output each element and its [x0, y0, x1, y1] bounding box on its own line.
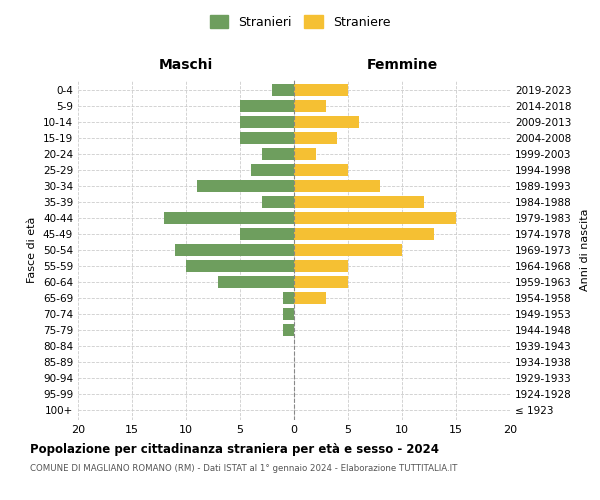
Bar [294, 180, 380, 192]
Bar [240, 132, 294, 143]
Bar [283, 324, 294, 336]
Bar [283, 292, 294, 304]
Bar [175, 244, 294, 256]
Bar [294, 84, 348, 96]
Bar [240, 100, 294, 112]
Bar [218, 276, 294, 288]
Bar [251, 164, 294, 176]
Text: COMUNE DI MAGLIANO ROMANO (RM) - Dati ISTAT al 1° gennaio 2024 - Elaborazione TU: COMUNE DI MAGLIANO ROMANO (RM) - Dati IS… [30, 464, 457, 473]
Bar [240, 228, 294, 240]
Text: Maschi: Maschi [159, 58, 213, 72]
Bar [272, 84, 294, 96]
Bar [262, 196, 294, 208]
Bar [186, 260, 294, 272]
Bar [294, 292, 326, 304]
Bar [294, 260, 348, 272]
Bar [294, 212, 456, 224]
Bar [294, 116, 359, 128]
Bar [262, 148, 294, 160]
Text: Popolazione per cittadinanza straniera per età e sesso - 2024: Popolazione per cittadinanza straniera p… [30, 442, 439, 456]
Bar [294, 244, 402, 256]
Bar [294, 276, 348, 288]
Bar [294, 100, 326, 112]
Bar [283, 308, 294, 320]
Text: Femmine: Femmine [367, 58, 437, 72]
Bar [164, 212, 294, 224]
Legend: Stranieri, Straniere: Stranieri, Straniere [206, 11, 394, 32]
Bar [240, 116, 294, 128]
Y-axis label: Fasce di età: Fasce di età [28, 217, 37, 283]
Bar [294, 148, 316, 160]
Bar [294, 228, 434, 240]
Bar [197, 180, 294, 192]
Bar [294, 132, 337, 143]
Y-axis label: Anni di nascita: Anni di nascita [580, 208, 590, 291]
Bar [294, 164, 348, 176]
Bar [294, 196, 424, 208]
